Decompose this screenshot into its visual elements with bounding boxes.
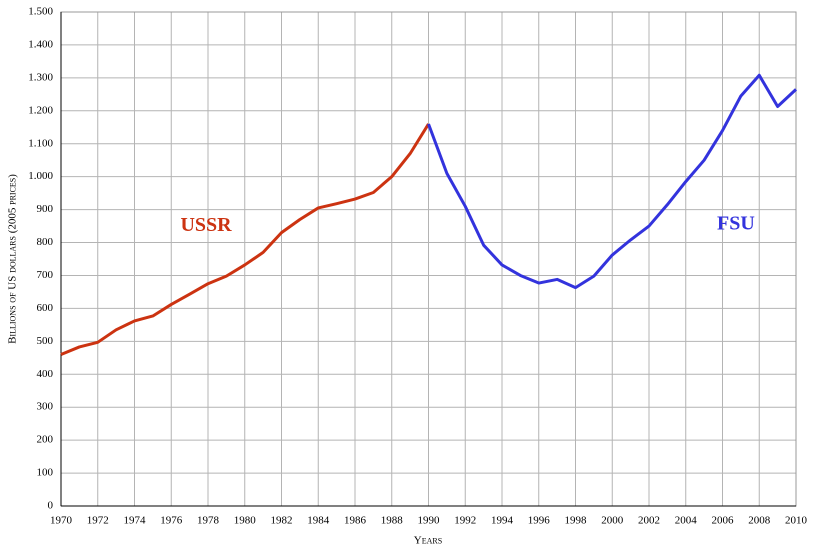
x-tick-label: 1996 xyxy=(528,515,551,527)
x-tick-label: 2000 xyxy=(601,515,624,527)
y-tick-label: 1.000 xyxy=(28,170,53,182)
x-tick-label: 1994 xyxy=(491,515,514,527)
y-tick-label: 400 xyxy=(37,368,54,380)
x-tick-label: 2008 xyxy=(748,515,771,527)
y-tick-label: 300 xyxy=(37,401,54,413)
x-tick-label: 1980 xyxy=(234,515,257,527)
x-tick-label: 1992 xyxy=(454,515,476,527)
x-tick-label: 1970 xyxy=(50,515,73,527)
x-tick-label: 1986 xyxy=(344,515,367,527)
x-tick-label: 1984 xyxy=(307,515,330,527)
y-tick-label: 600 xyxy=(37,302,54,314)
x-tick-label: 2002 xyxy=(638,515,660,527)
y-tick-label: 1.300 xyxy=(28,71,53,83)
series-line xyxy=(60,123,430,356)
x-tick-label: 1972 xyxy=(87,515,109,527)
y-tick-label: 100 xyxy=(37,467,54,479)
y-tick-label: 700 xyxy=(37,269,54,281)
x-tick-label: 1978 xyxy=(197,515,220,527)
x-tick-label: 2010 xyxy=(785,515,808,527)
x-tick-label: 1998 xyxy=(565,515,588,527)
x-axis-label: Years xyxy=(414,535,442,547)
x-tick-label: 1988 xyxy=(381,515,404,527)
x-tick-label: 2006 xyxy=(712,515,735,527)
x-tick-label: 2004 xyxy=(675,515,698,527)
y-tick-label: 0 xyxy=(48,500,54,512)
y-tick-label: 1.400 xyxy=(28,38,53,50)
series-label: FSU xyxy=(717,212,755,234)
x-tick-label: 1976 xyxy=(160,515,183,527)
y-tick-label: 1.500 xyxy=(28,6,53,18)
y-tick-label: 1.200 xyxy=(28,104,53,116)
y-tick-label: 800 xyxy=(37,236,54,248)
series-label: USSR xyxy=(180,214,232,236)
y-tick-label: 900 xyxy=(37,203,54,215)
x-tick-label: 1982 xyxy=(271,515,293,527)
x-tick-label: 1974 xyxy=(124,515,147,527)
series-line xyxy=(427,73,798,290)
x-tick-label: 1990 xyxy=(418,515,441,527)
y-tick-label: 1.100 xyxy=(28,137,53,149)
y-axis-label: Billions of US dollars (2005 prices) xyxy=(7,174,19,344)
y-tick-label: 200 xyxy=(37,434,54,446)
y-tick-label: 500 xyxy=(37,335,54,347)
